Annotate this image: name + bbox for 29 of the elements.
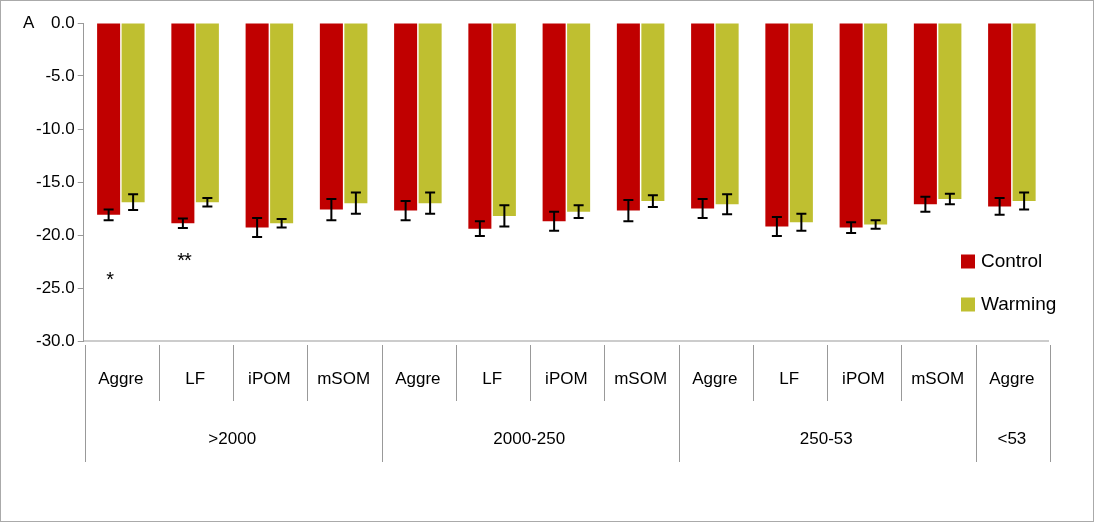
x-tick-label: LF (779, 368, 800, 388)
y-tick-label: -15.0 (36, 171, 75, 191)
x-tick-label: iPOM (545, 368, 588, 388)
x-tick-label: mSOM (317, 368, 371, 388)
x-tick-label: iPOM (248, 368, 291, 388)
legend-label: Warming (981, 292, 1057, 314)
y-tick-label: 0.0 (51, 12, 75, 32)
text: 2000-250 (493, 428, 566, 448)
x-tick-label: Aggre (395, 368, 441, 388)
x-tick-label: mSOM (911, 368, 965, 388)
x-tick-label: Aggre (98, 368, 144, 388)
x-tick-label: LF (185, 368, 206, 388)
y-tick-label: -30.0 (36, 330, 75, 350)
x-tick-label: mSOM (614, 368, 668, 388)
x-tick-label: iPOM (842, 368, 885, 388)
annotation: ** (177, 249, 192, 272)
y-tick-label: -25.0 (36, 277, 75, 297)
y-tick-label: -10.0 (36, 118, 75, 138)
text: >2000 (208, 428, 257, 448)
y-tick-label: -5.0 (45, 65, 75, 85)
legend-label: Control (981, 249, 1043, 271)
text: 250-53 (799, 428, 853, 448)
x-tick-label: Aggre (989, 368, 1035, 388)
x-tick-label: LF (482, 368, 503, 388)
text: <53 (997, 428, 1027, 448)
y-tick-label: -20.0 (36, 224, 75, 244)
x-tick-label: Aggre (692, 368, 738, 388)
text: A (23, 12, 35, 32)
annotation: * (106, 268, 115, 291)
